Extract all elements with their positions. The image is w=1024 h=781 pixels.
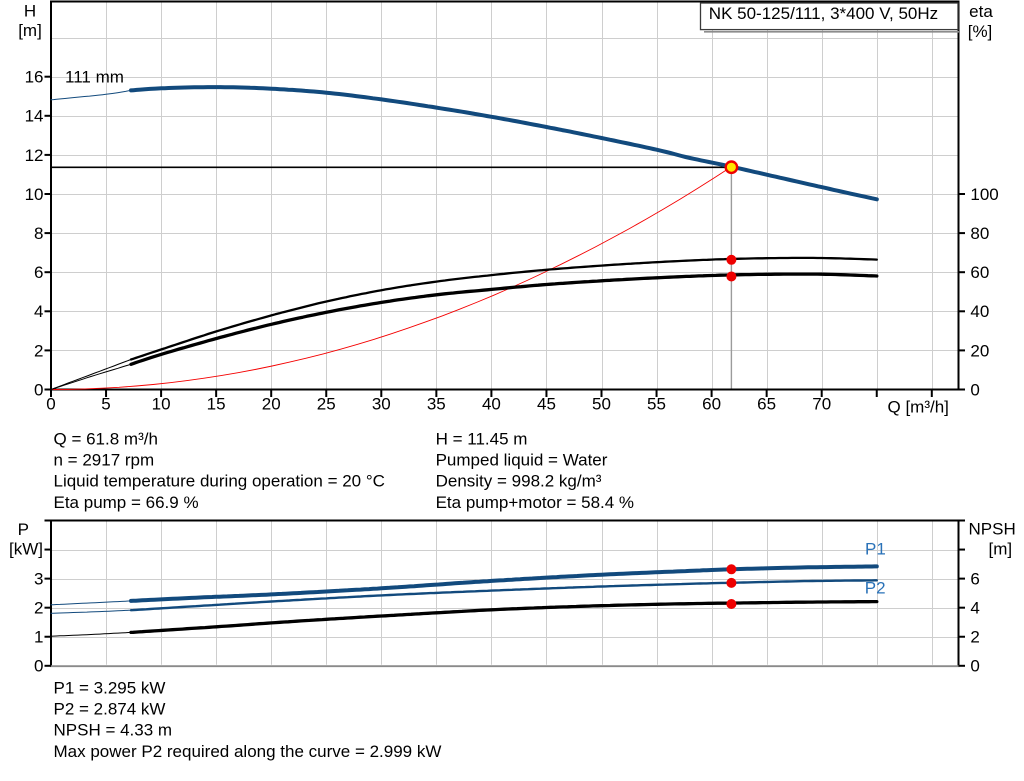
svg-text:H = 11.45 m: H = 11.45 m (436, 429, 528, 448)
svg-text:40: 40 (970, 302, 989, 321)
svg-text:Density = 998.2 kg/m³: Density = 998.2 kg/m³ (436, 472, 602, 491)
svg-text:55: 55 (647, 394, 666, 413)
svg-text:14: 14 (25, 107, 44, 126)
svg-text:2: 2 (34, 599, 43, 618)
svg-text:Pumped liquid = Water: Pumped liquid = Water (436, 451, 608, 470)
svg-text:[%]: [%] (968, 22, 993, 41)
svg-text:2: 2 (34, 341, 43, 360)
svg-text:[kW]: [kW] (9, 540, 43, 559)
svg-text:60: 60 (970, 263, 989, 282)
svg-text:[m]: [m] (18, 21, 42, 40)
svg-text:16: 16 (25, 68, 44, 87)
svg-text:[m]: [m] (989, 540, 1013, 559)
svg-text:20: 20 (970, 341, 989, 360)
svg-text:6: 6 (970, 570, 979, 589)
svg-text:2: 2 (970, 628, 979, 647)
svg-text:0: 0 (34, 380, 43, 399)
svg-text:0: 0 (46, 394, 55, 413)
svg-text:80: 80 (970, 224, 989, 243)
svg-text:H: H (24, 2, 36, 21)
svg-text:0: 0 (970, 380, 979, 399)
svg-text:100: 100 (970, 185, 998, 204)
svg-text:P2 = 2.874 kW: P2 = 2.874 kW (54, 700, 166, 719)
svg-text:6: 6 (34, 263, 43, 282)
svg-text:60: 60 (702, 394, 721, 413)
svg-text:0: 0 (970, 657, 979, 676)
svg-text:8: 8 (34, 224, 43, 243)
svg-text:P1 = 3.295 kW: P1 = 3.295 kW (54, 678, 166, 697)
svg-text:35: 35 (427, 394, 446, 413)
svg-text:3: 3 (34, 570, 43, 589)
svg-text:111 mm: 111 mm (65, 68, 124, 87)
svg-text:20: 20 (262, 394, 281, 413)
svg-text:P: P (18, 520, 29, 539)
svg-text:Eta pump+motor = 58.4 %: Eta pump+motor = 58.4 % (436, 493, 634, 512)
svg-text:Liquid temperature during oper: Liquid temperature during operation = 20… (54, 472, 385, 491)
svg-text:P1: P1 (865, 539, 886, 558)
svg-text:50: 50 (592, 394, 611, 413)
svg-text:Eta pump = 66.9 %: Eta pump = 66.9 % (54, 493, 199, 512)
svg-text:12: 12 (25, 146, 44, 165)
svg-text:Max power P2 required along th: Max power P2 required along the curve = … (54, 742, 442, 761)
svg-text:eta: eta (969, 2, 993, 21)
svg-text:65: 65 (757, 394, 776, 413)
svg-text:10: 10 (152, 394, 171, 413)
svg-text:Q [m³/h]: Q [m³/h] (888, 398, 949, 417)
svg-text:25: 25 (317, 394, 336, 413)
svg-text:NPSH: NPSH (969, 520, 1016, 539)
svg-text:15: 15 (207, 394, 226, 413)
svg-text:P2: P2 (865, 579, 886, 598)
svg-text:0: 0 (34, 657, 43, 676)
svg-text:4: 4 (34, 302, 43, 321)
svg-text:NK 50-125/111, 3*400 V, 50Hz: NK 50-125/111, 3*400 V, 50Hz (709, 4, 938, 23)
svg-text:NPSH = 4.33 m: NPSH = 4.33 m (54, 721, 173, 740)
svg-text:n = 2917 rpm: n = 2917 rpm (54, 451, 155, 470)
svg-text:40: 40 (482, 394, 501, 413)
svg-text:10: 10 (25, 185, 44, 204)
svg-text:30: 30 (372, 394, 391, 413)
svg-text:70: 70 (812, 394, 831, 413)
svg-text:Q = 61.8 m³/h: Q = 61.8 m³/h (54, 429, 158, 448)
svg-text:1: 1 (34, 628, 43, 647)
svg-text:4: 4 (970, 599, 979, 618)
svg-text:5: 5 (101, 394, 110, 413)
svg-text:45: 45 (537, 394, 556, 413)
